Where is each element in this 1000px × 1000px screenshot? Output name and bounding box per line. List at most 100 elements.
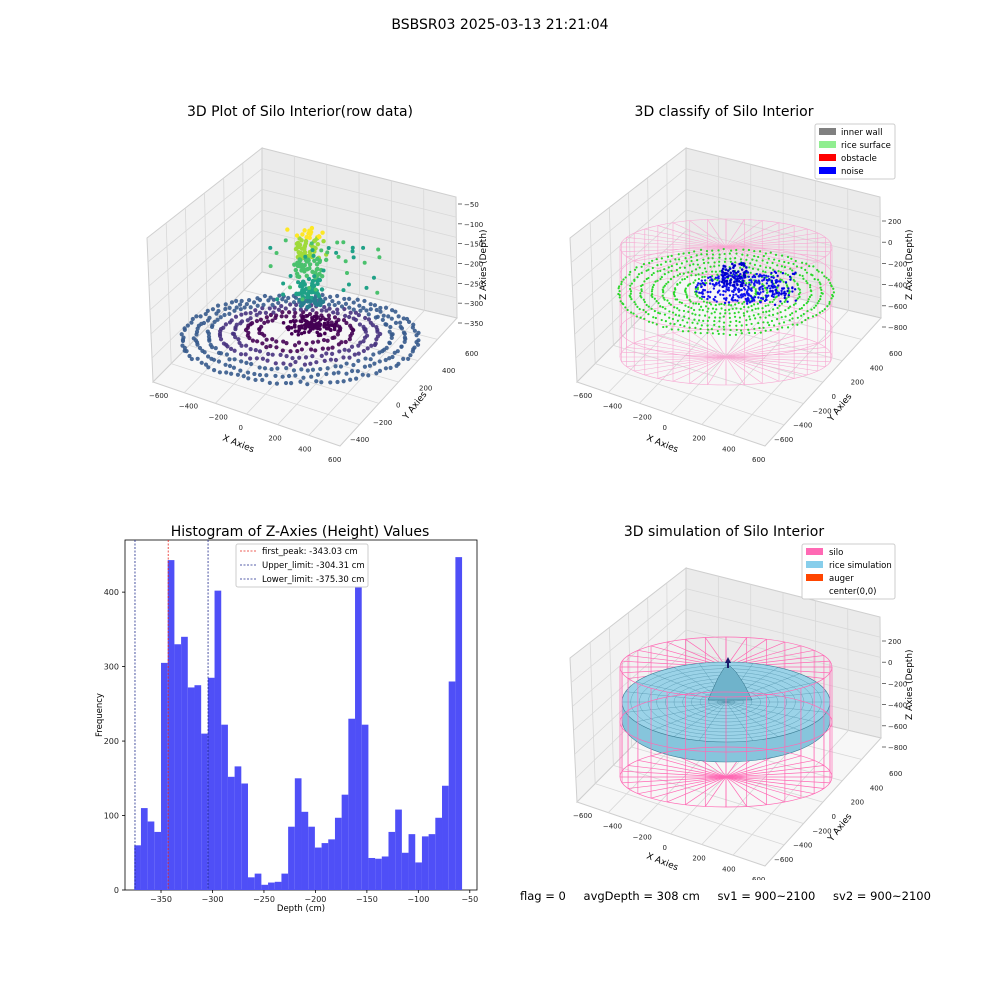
histogram-bar <box>301 811 309 890</box>
histogram-bar <box>401 852 409 890</box>
legend-silo: silo <box>829 548 843 558</box>
histogram-bar <box>294 778 302 890</box>
sim-ytick: −600 <box>774 856 793 864</box>
sim-xtick: 200 <box>692 855 705 863</box>
raw-ztick: −200 <box>464 261 483 269</box>
cls-xtick: 0 <box>663 424 667 432</box>
histogram-xtick: −350 <box>150 895 172 904</box>
raw-zlabel: Z Axies (Depth) <box>479 229 489 300</box>
histogram-bar <box>448 681 456 890</box>
sim-xtick: 0 <box>663 844 667 852</box>
histogram-ytick: 300 <box>104 663 119 672</box>
histogram-bar <box>174 644 182 890</box>
histogram-bar <box>428 834 436 890</box>
histogram-bar <box>181 636 188 890</box>
legend-noise: noise <box>841 167 864 177</box>
legend-lower-limit: Lower_limit: -375.30 cm <box>262 575 364 585</box>
histogram-legend: first_peak: -343.03 cm Upper_limit: -304… <box>235 543 369 588</box>
histogram-ytick: 0 <box>114 886 119 895</box>
histogram-bar <box>227 776 235 890</box>
histogram-bar <box>234 766 242 890</box>
histogram-ytick: 100 <box>104 812 119 821</box>
raw-ztick: −250 <box>464 280 483 288</box>
raw-ztick: −50 <box>464 201 479 209</box>
cls-xtick: −600 <box>573 392 592 400</box>
raw-ylabel: Y Axies <box>401 390 430 423</box>
raw-scatter-chart: −600 −400 −200 0 200 400 600 −400 −200 0 200 400 600… <box>146 146 489 464</box>
panel-title-raw: 3D Plot of Silo Interior(row data) <box>186 104 414 120</box>
cls-ztick: 0 <box>888 239 892 247</box>
panel-title-classify: 3D classify of Silo Interior <box>634 104 814 120</box>
histogram-xtick: −100 <box>407 895 429 904</box>
histogram-bar <box>214 590 222 890</box>
histogram-bar <box>442 785 449 890</box>
raw-ytick: 200 <box>419 384 432 392</box>
figure-title: BSBSR03 2025-03-13 21:21:04 <box>391 17 609 33</box>
histogram-bar <box>134 845 141 890</box>
raw-ztick: −100 <box>464 221 483 229</box>
legend-obstacle: obstacle <box>841 154 877 164</box>
avg-depth-readout: avgDepth = 308 cm <box>583 889 700 903</box>
raw-ytick: −400 <box>350 436 369 444</box>
sim-xtick: −600 <box>573 812 592 820</box>
histogram-bar <box>328 839 335 890</box>
histogram-bar <box>348 718 356 890</box>
histogram-bar <box>221 724 228 890</box>
cls-ytick: 600 <box>889 350 902 358</box>
simulation-zlabel: Z Axies (Depth) <box>905 649 915 720</box>
cls-ytick: 0 <box>832 393 836 401</box>
raw-xtick: −600 <box>149 392 168 400</box>
legend-rice-simulation: rice simulation <box>829 561 892 571</box>
sim-ztick: 200 <box>888 638 901 646</box>
classify-chart: −600−400−2000200400600−600−400−200020040… <box>569 123 915 464</box>
cls-xtick: 400 <box>722 445 735 453</box>
cls-ztick: 200 <box>888 218 901 226</box>
raw-ytick: 600 <box>465 350 478 358</box>
histogram-bar <box>415 862 422 890</box>
cls-xtick: −200 <box>633 413 652 421</box>
legend-auger: auger <box>829 574 854 584</box>
histogram-bar <box>147 821 155 890</box>
raw-xtick: 600 <box>328 456 341 464</box>
histogram-xtick: −300 <box>201 895 223 904</box>
raw-ytick: −200 <box>373 419 392 427</box>
histogram-bar <box>361 724 369 890</box>
histogram-bar <box>201 733 208 890</box>
histogram-bar <box>281 873 289 890</box>
histogram-bar <box>261 884 269 890</box>
histogram-bar <box>408 834 416 890</box>
sim-ytick: −200 <box>812 827 831 835</box>
raw-xtick: −200 <box>209 413 228 421</box>
histogram-bar <box>381 856 389 890</box>
histogram-xtick: −150 <box>356 895 378 904</box>
histogram-bar <box>435 817 443 890</box>
raw-xtick: 0 <box>239 424 243 432</box>
legend-inner-wall: inner wall <box>841 128 882 138</box>
classify-legend: inner wall rice surface obstacle noise <box>814 123 896 180</box>
sv2-readout: sv2 = 900~2100 <box>833 889 931 903</box>
cls-xtick: 600 <box>752 456 765 464</box>
sim-ztick: −200 <box>888 680 907 688</box>
histogram-bar <box>247 877 255 890</box>
legend-rice-surface: rice surface <box>841 141 891 151</box>
histogram-bar <box>154 831 162 890</box>
histogram-bar <box>334 817 342 890</box>
sim-ytick: 200 <box>851 799 864 807</box>
legend-first-peak: first_peak: -343.03 cm <box>262 547 358 557</box>
cls-ytick: 200 <box>851 379 864 387</box>
histogram-bar <box>194 685 202 890</box>
raw-ztick: −150 <box>464 241 483 249</box>
simulation-chart: −600−400−2000200400600−600−400−200020040… <box>569 543 915 880</box>
histogram-bar <box>321 843 329 890</box>
histogram-bar <box>274 881 282 890</box>
legend-center: center(0,0) <box>829 587 877 597</box>
histogram-bar <box>140 808 148 890</box>
sim-ztick: −600 <box>888 723 907 731</box>
cls-xtick: −400 <box>603 403 622 411</box>
raw-xtick: −400 <box>179 403 198 411</box>
cls-ztick: −200 <box>888 260 907 268</box>
sim-ytick: −400 <box>793 842 812 850</box>
histogram-bar <box>314 847 322 890</box>
histogram-xtick: −50 <box>461 895 478 904</box>
sv1-readout: sv1 = 900~2100 <box>717 889 816 903</box>
